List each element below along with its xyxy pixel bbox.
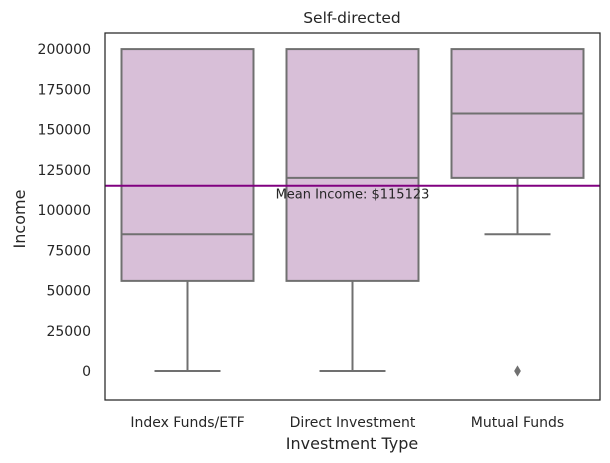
y-axis-label: Income (10, 190, 29, 249)
y-tick-label: 25000 (46, 324, 91, 340)
y-tick-label: 150000 (38, 123, 91, 139)
box-1 (285, 48, 420, 373)
y-tick-label: 0 (82, 364, 91, 380)
x-tick-label: Mutual Funds (471, 415, 564, 431)
iqr-box (120, 48, 255, 282)
y-tick-label: 125000 (38, 163, 91, 179)
x-tick-label: Direct Investment (290, 415, 416, 431)
y-tick-label: 75000 (46, 243, 91, 259)
box-2 (450, 48, 585, 377)
y-axis: 0 25000 50000 75000 100000 125000 150000 175000… (38, 42, 91, 380)
y-tick-label: 100000 (38, 203, 91, 219)
x-tick-label: Index Funds/ETF (130, 415, 244, 431)
y-tick-label: 50000 (46, 284, 91, 300)
chart-title: Self-directed (303, 9, 401, 27)
x-axis-label: Investment Type (286, 434, 418, 453)
outlier-point (514, 365, 521, 377)
y-tick-label: 175000 (38, 82, 91, 98)
plot-frame (104, 32, 601, 401)
boxes-group (120, 48, 585, 377)
mean-income-annotation: Mean Income: $115123 (276, 188, 430, 203)
y-tick-label: 200000 (38, 42, 91, 58)
box-0 (120, 48, 255, 373)
x-axis: Index Funds/ETF Direct Investment Mutual F… (130, 415, 564, 431)
iqr-box (285, 48, 420, 282)
